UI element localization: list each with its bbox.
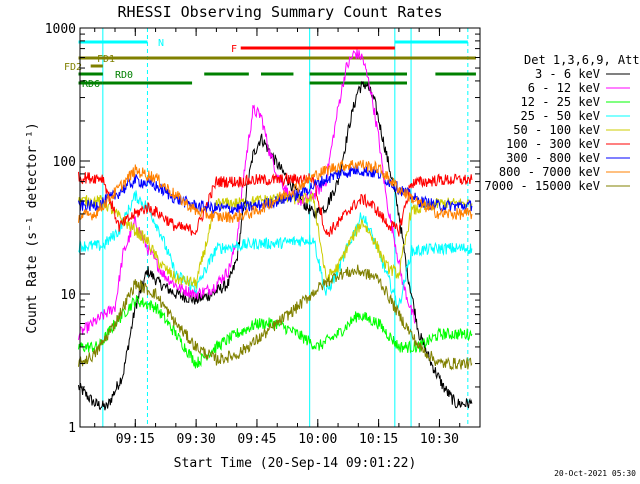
series-line-4 [78, 191, 473, 289]
legend-label-5: 100 - 300 keV [506, 137, 600, 151]
legend-label-4: 50 - 100 keV [513, 123, 600, 137]
x-axis-label: Start Time (20-Sep-14 09:01:22) [174, 456, 417, 471]
y-axis-label: Count Rate (s⁻¹ detector⁻¹) [25, 122, 40, 333]
series-line-8 [78, 264, 473, 371]
legend-label-0: 3 - 6 keV [535, 67, 600, 81]
y-tick-label-0: 1 [68, 421, 76, 436]
legend-label-1: 6 - 12 keV [528, 81, 600, 95]
annotation-label-fd1: FD1 [97, 54, 115, 65]
legend-title: Det 1,3,6,9, Att 0 [524, 53, 640, 67]
annotation-label-rd6: RD6 [82, 79, 100, 90]
footer-date: 20-Oct-2021 05:30 [554, 469, 636, 478]
legend-label-2: 12 - 25 keV [521, 95, 600, 109]
legend-label-3: 25 - 50 keV [521, 109, 600, 123]
chart-title: RHESSI Observing Summary Count Rates [117, 3, 442, 21]
x-tick-label-0: 09:15 [116, 432, 155, 447]
plot-area: N F FD1 FD2 RD0 RD6 09:15 09:30 09:45 10:00 10:15 1… [45, 22, 481, 447]
annotation-label-f: F [231, 44, 237, 55]
series-line-3 [78, 190, 473, 309]
x-tick-label-4: 10:15 [359, 432, 398, 447]
legend-label-7: 800 - 7000 keV [499, 165, 600, 179]
x-tick-label-1: 09:30 [177, 432, 216, 447]
y-tick-label-2: 100 [53, 155, 76, 170]
legend-label-6: 300 - 800 keV [506, 151, 600, 165]
annotation-label-fd2: FD2 [64, 62, 82, 73]
series-line-1 [78, 49, 416, 340]
series-line-5 [78, 171, 473, 237]
series-line-7 [78, 159, 473, 223]
plot-frame [79, 27, 481, 428]
legend-label-8: 7000 - 15000 keV [484, 179, 600, 193]
y-tick-label-1: 10 [60, 288, 76, 303]
y-tick-label-3: 1000 [45, 22, 76, 37]
x-tick-label-2: 09:45 [237, 432, 276, 447]
x-tick-label-3: 10:00 [298, 432, 337, 447]
annotation-label-rd0: RD0 [115, 70, 133, 81]
x-tick-label-5: 10:30 [420, 432, 459, 447]
annotation-label-n: N [158, 38, 164, 49]
